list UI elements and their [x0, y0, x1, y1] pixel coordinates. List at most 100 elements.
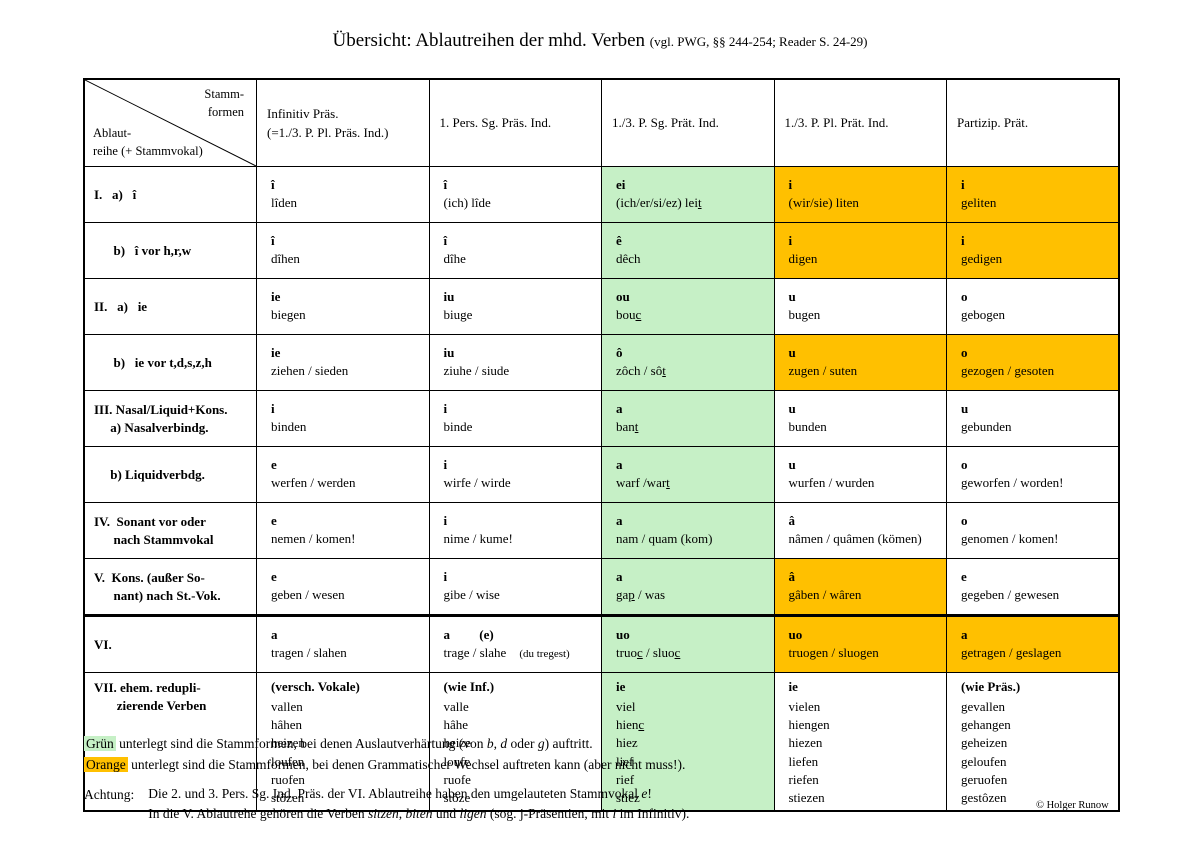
- stem-vowel: â: [788, 512, 796, 528]
- corner-label-stammformen: Stamm- formen: [204, 87, 244, 119]
- stem-vowel: e: [271, 456, 277, 472]
- stem-form-cell: e nemen / komen!: [256, 502, 430, 559]
- green-note-text: unterlegt sind die Stammformen, bei dene…: [115, 736, 593, 751]
- example-words: warf /wart: [616, 474, 670, 490]
- row-label: VI.: [83, 614, 257, 673]
- stem-vowel: î: [271, 232, 275, 248]
- title-suffix: (vgl. PWG, §§ 244-254; Reader S. 24-29): [649, 34, 868, 49]
- stem-vowel: (wie Präs.): [961, 679, 1021, 694]
- stem-vowel: u: [788, 344, 796, 360]
- example-words: gebunden: [961, 418, 1012, 434]
- example-words: valle hâhe heize loufe ruofe stôze: [443, 699, 471, 805]
- stem-vowel: ie: [271, 344, 281, 360]
- stem-form-cell: u bugen: [773, 278, 947, 335]
- stem-vowel: (versch. Vokale): [271, 679, 360, 694]
- example-words: geben / wesen: [271, 586, 345, 602]
- stem-form-cell: a getragen / geslagen: [946, 614, 1120, 673]
- table-row: b) ie vor t,d,s,z,h ie ziehen / sieden iu zi…: [83, 334, 1120, 391]
- row-label: b) î vor h,r,w: [83, 222, 257, 279]
- example-words: gezogen / gesoten: [961, 362, 1055, 378]
- stem-form-cell: î dîhe: [428, 222, 602, 279]
- stem-form-cell: â nâmen / quâmen (kömen): [773, 502, 947, 559]
- example-words: geliten: [961, 194, 997, 210]
- example-words: digen: [788, 250, 818, 266]
- stem-form-cell: i gibe / wise: [428, 558, 602, 616]
- example-words: gedigen: [961, 250, 1003, 266]
- column-header-praet-sg: 1./3. P. Sg. Prät. Ind.: [601, 78, 775, 167]
- stem-form-cell: i nime / kume!: [428, 502, 602, 559]
- stem-form-cell: ê dêch: [601, 222, 775, 279]
- table-row: IV. Sonant vor oder nach Stammvokal e neme…: [83, 502, 1120, 559]
- stem-vowel: u: [961, 400, 969, 416]
- achtung-line-2: In die V. Ablautrehe gehören die Verben …: [148, 806, 690, 821]
- stem-form-cell: i binden: [256, 390, 430, 447]
- example-words: vallen hâhen heizen loufen ruofen stôzen: [271, 699, 305, 805]
- stem-form-cell: o gezogen / gesoten: [946, 334, 1120, 391]
- stem-form-cell: i geliten: [946, 166, 1120, 223]
- example-words: (wir/sie) liten: [788, 194, 859, 210]
- stem-form-cell: e geben / wesen: [256, 558, 430, 616]
- stem-form-cell: uo truogen / sluogen: [773, 614, 947, 673]
- table-row: V. Kons. (außer So- nant) nach St.-Vok. e…: [83, 558, 1120, 616]
- stem-form-cell: u gebunden: [946, 390, 1120, 447]
- stem-vowel: ie: [616, 679, 626, 694]
- stem-form-cell: (versch. Vokale) vallen hâhen heizen louf…: [256, 672, 430, 812]
- example-words: nemen / komen!: [271, 530, 356, 546]
- stem-vowel: o: [961, 512, 968, 528]
- stem-form-cell: i gedigen: [946, 222, 1120, 279]
- example-words: biuge: [443, 306, 473, 322]
- stem-form-cell: a bant: [601, 390, 775, 447]
- stem-form-cell: ie viel hienc hiez lief rief stiez: [601, 672, 775, 812]
- stem-vowel: i: [271, 400, 275, 416]
- stem-form-cell: i digen: [773, 222, 947, 279]
- stem-form-cell: iu biuge: [428, 278, 602, 335]
- stem-vowel: a: [961, 626, 968, 642]
- example-words: nam / quam (kom): [616, 530, 713, 546]
- example-words: truogen / sluogen: [788, 644, 879, 660]
- example-words: bugen: [788, 306, 821, 322]
- stem-vowel: ie: [271, 288, 281, 304]
- row-label: b) ie vor t,d,s,z,h: [83, 334, 257, 391]
- example-words: viel hienc hiez lief rief stiez: [616, 699, 645, 805]
- legend-notes: Grün unterlegt sind die Stammformen, bei…: [84, 733, 689, 824]
- ablaut-table: Stamm- formen Ablaut- reihe (+ Stammvoka…: [83, 78, 1120, 813]
- example-words: binde: [443, 418, 473, 434]
- stem-vowel: e: [271, 512, 277, 528]
- stem-vowel: â: [788, 568, 796, 584]
- example-words: gegeben / gewesen: [961, 586, 1060, 602]
- stem-vowel: a: [271, 626, 278, 642]
- stem-vowel: i: [961, 232, 965, 248]
- stem-vowel: a: [616, 512, 623, 528]
- copyright-notice: © Holger Runow: [1036, 800, 1109, 811]
- example-words: binden: [271, 418, 307, 434]
- stem-vowel: uo: [616, 626, 630, 642]
- stem-form-cell: e gegeben / gewesen: [946, 558, 1120, 616]
- stem-vowel: i: [443, 456, 448, 472]
- stem-vowel: ei: [616, 176, 626, 192]
- stem-form-cell: o genomen / komen!: [946, 502, 1120, 559]
- stem-form-cell: ô zôch / sôt: [601, 334, 775, 391]
- column-header-praet-pl: 1./3. P. Pl. Prät. Ind.: [773, 78, 947, 167]
- stem-form-cell: â gâben / wâren: [773, 558, 947, 616]
- stem-vowel: e: [961, 568, 967, 584]
- page-title: Übersicht: Ablautreihen der mhd. Verben …: [0, 30, 1200, 52]
- stem-form-cell: a nam / quam (kom): [601, 502, 775, 559]
- stem-vowel: i: [443, 568, 448, 584]
- row-label: VII. ehem. redupli- zierende Verben: [83, 672, 257, 812]
- example-words: wirfe / wirde: [443, 474, 511, 490]
- stem-vowel: iu: [443, 288, 455, 304]
- stem-form-cell: ou bouc: [601, 278, 775, 335]
- stem-form-cell: a warf /wart: [601, 446, 775, 503]
- stem-form-cell: i binde: [428, 390, 602, 447]
- stem-form-cell: (wie Inf.) valle hâhe heize loufe ruofe s…: [428, 672, 602, 812]
- achtung-lines: Die 2. und 3. Pers. Sg. Ind. Präs. der V…: [148, 784, 689, 824]
- example-words: gap / was: [616, 586, 666, 602]
- example-words: vielen hiengen hiezen liefen riefen stie…: [788, 699, 830, 805]
- stem-form-cell: î (ich) lîde: [428, 166, 602, 223]
- stem-vowel: a (e): [443, 626, 494, 642]
- example-words: zugen / suten: [788, 362, 858, 378]
- column-header-partizip: Partizip. Prät.: [946, 78, 1120, 167]
- stem-vowel: ie: [788, 679, 798, 694]
- row-label: II. a) ie: [83, 278, 257, 335]
- table-row: b) Liquidverbdg. e werfen / werden i wirfe /…: [83, 446, 1120, 503]
